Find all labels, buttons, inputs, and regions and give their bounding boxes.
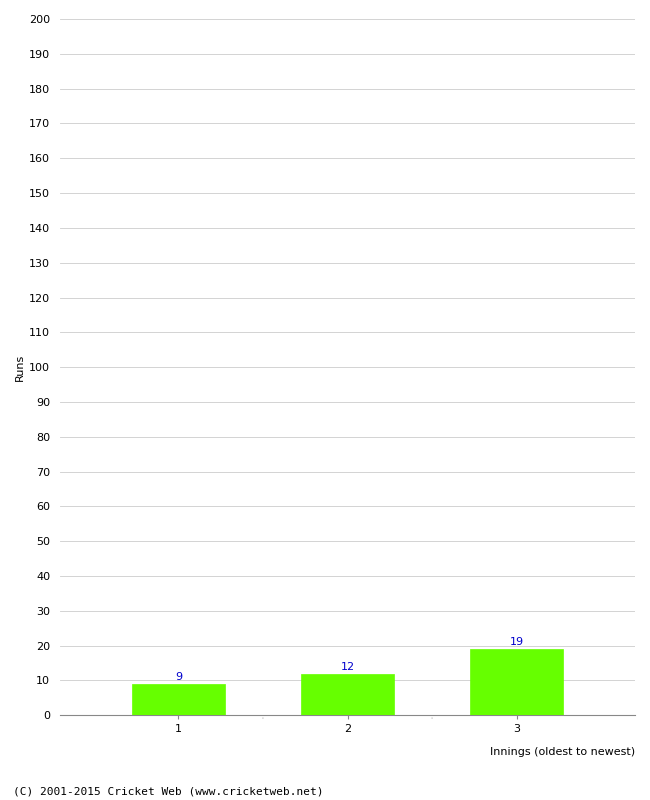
Text: 12: 12 [341,662,354,672]
Text: 19: 19 [510,638,524,647]
Text: 9: 9 [175,672,182,682]
Text: Innings (oldest to newest): Innings (oldest to newest) [490,746,635,757]
Bar [132,684,225,715]
Bar [470,649,563,715]
Bar [301,674,394,715]
Y-axis label: Runs: Runs [15,354,25,381]
Text: (C) 2001-2015 Cricket Web (www.cricketweb.net): (C) 2001-2015 Cricket Web (www.cricketwe… [13,786,324,796]
